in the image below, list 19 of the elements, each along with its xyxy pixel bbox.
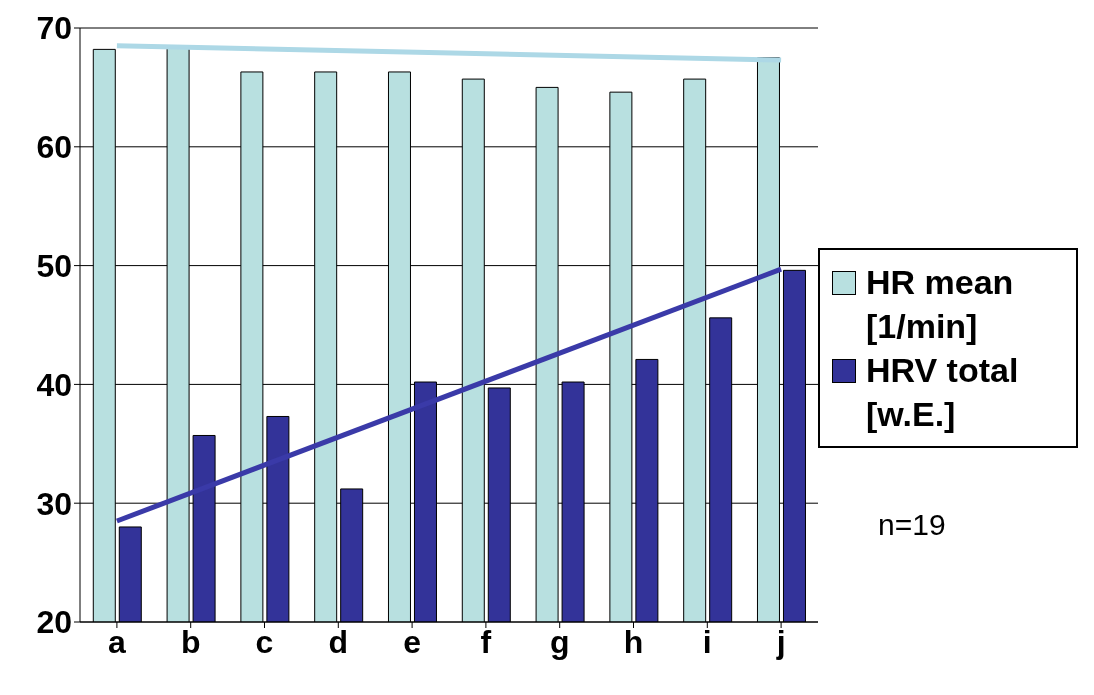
x-tick-label: j xyxy=(775,623,786,660)
x-tick-label: i xyxy=(702,623,712,660)
x-tick-label: c xyxy=(255,623,274,660)
y-tick-label: 30 xyxy=(36,485,72,522)
legend-label: HRV total [w.E.] xyxy=(866,350,1020,435)
legend-label: HR mean [1/min] xyxy=(866,262,1015,347)
x-tick-label: d xyxy=(328,623,349,660)
x-tick-label: g xyxy=(549,623,570,660)
x-tick-label: a xyxy=(108,623,126,660)
y-tick-label: 60 xyxy=(36,129,72,166)
y-tick-label: 70 xyxy=(36,10,72,47)
y-tick-label: 20 xyxy=(36,604,72,641)
x-tick-label: b xyxy=(180,623,201,660)
x-tick-label: f xyxy=(480,623,492,660)
x-tick-label: h xyxy=(623,623,644,660)
y-tick-label: 50 xyxy=(36,247,72,284)
x-tick-label: e xyxy=(403,623,421,660)
text: n=19 xyxy=(878,508,946,542)
y-tick-label: 40 xyxy=(36,366,72,403)
